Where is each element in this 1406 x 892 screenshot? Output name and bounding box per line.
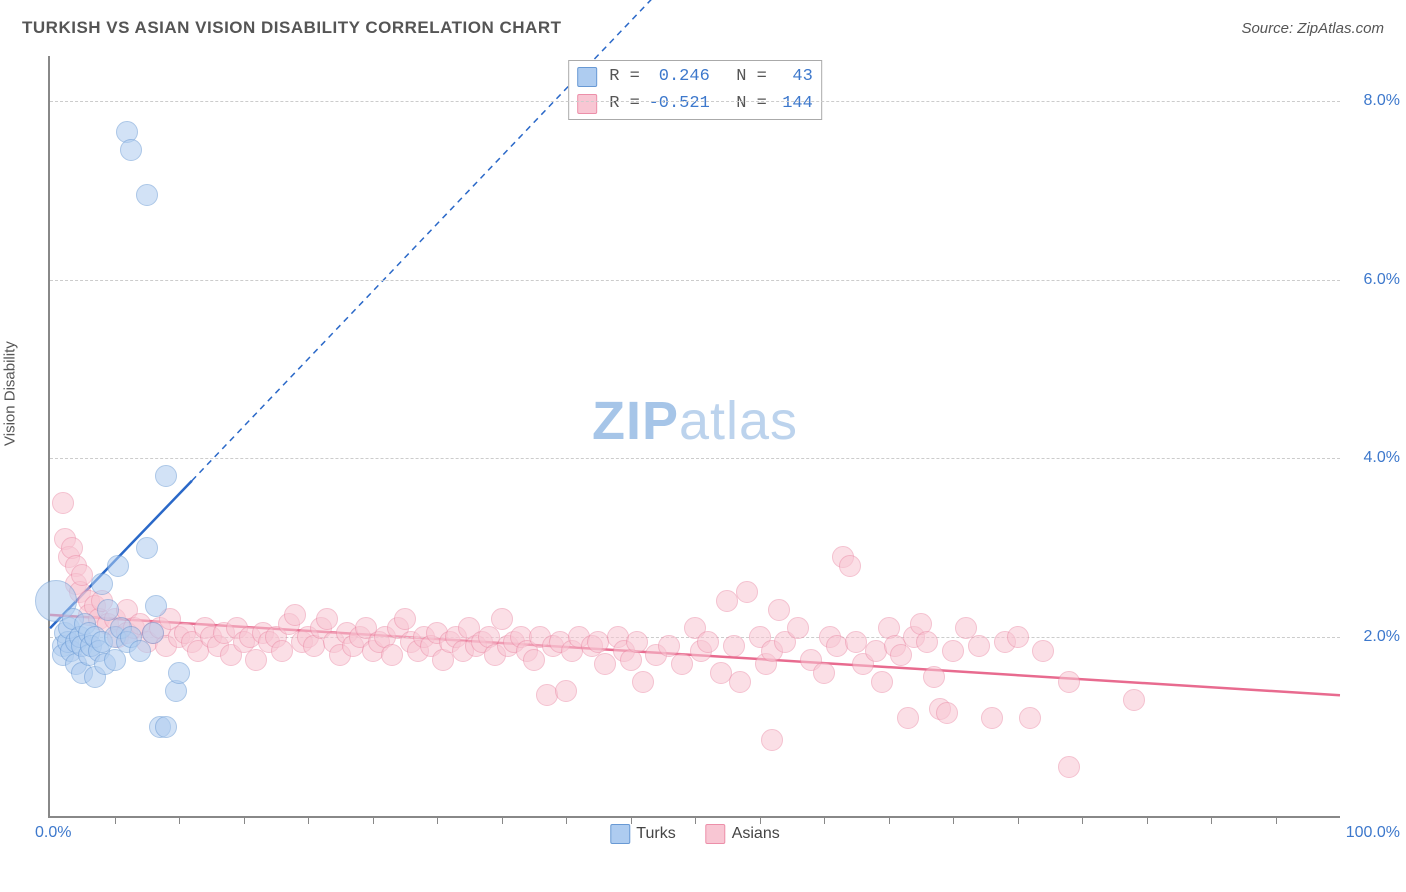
data-point-asians (1123, 689, 1145, 711)
data-point-asians (736, 581, 758, 603)
data-point-asians (813, 662, 835, 684)
x-tick (373, 816, 374, 824)
data-point-asians (890, 644, 912, 666)
data-point-asians (839, 555, 861, 577)
gridline-h (50, 101, 1340, 102)
x-tick (1276, 816, 1277, 824)
data-point-asians (491, 608, 513, 630)
data-point-asians (594, 653, 616, 675)
data-point-asians (723, 635, 745, 657)
data-point-asians (394, 608, 416, 630)
x-tick (566, 816, 567, 824)
legend-swatch (610, 824, 630, 844)
data-point-turks (155, 716, 177, 738)
data-point-asians (923, 666, 945, 688)
data-point-asians (245, 649, 267, 671)
x-tick (889, 816, 890, 824)
legend-item: Asians (706, 824, 780, 844)
data-point-asians (916, 631, 938, 653)
data-point-asians (626, 631, 648, 653)
x-tick (1082, 816, 1083, 824)
data-point-asians (1007, 626, 1029, 648)
stats-legend-box: R =0.246 N =43R =-0.521 N =144 (568, 60, 822, 120)
gridline-h (50, 280, 1340, 281)
data-point-asians (1058, 756, 1080, 778)
data-point-asians (1019, 707, 1041, 729)
data-point-turks (120, 139, 142, 161)
y-axis-label: Vision Disability (2, 341, 19, 446)
y-tick-label: 6.0% (1345, 271, 1400, 289)
x-tick (1211, 816, 1212, 824)
legend-swatch (577, 94, 597, 114)
data-point-asians (555, 680, 577, 702)
data-point-asians (316, 608, 338, 630)
data-point-turks (145, 595, 167, 617)
data-point-asians (52, 492, 74, 514)
data-point-asians (871, 671, 893, 693)
legend-swatch (706, 824, 726, 844)
data-point-asians (968, 635, 990, 657)
data-point-asians (787, 617, 809, 639)
x-tick (1147, 816, 1148, 824)
x-tick (179, 816, 180, 824)
data-point-turks (136, 537, 158, 559)
data-point-turks (107, 555, 129, 577)
data-point-asians (942, 640, 964, 662)
x-tick (437, 816, 438, 824)
legend-swatch (577, 67, 597, 87)
data-point-asians (768, 599, 790, 621)
chart-source: Source: ZipAtlas.com (1241, 20, 1384, 37)
data-point-asians (1058, 671, 1080, 693)
x-tick (953, 816, 954, 824)
data-point-asians (632, 671, 654, 693)
data-point-asians (729, 671, 751, 693)
data-point-asians (1032, 640, 1054, 662)
series-legend: Turks Asians (610, 824, 779, 844)
gridline-h (50, 458, 1340, 459)
y-tick-label: 8.0% (1345, 92, 1400, 110)
data-point-asians (523, 649, 545, 671)
data-point-turks (142, 622, 164, 644)
x-tick (760, 816, 761, 824)
data-point-asians (284, 604, 306, 626)
x-tick (1018, 816, 1019, 824)
data-point-asians (897, 707, 919, 729)
x-tick (502, 816, 503, 824)
stats-legend-row: R =0.246 N =43 (577, 63, 813, 90)
legend-item: Turks (610, 824, 675, 844)
x-tick (244, 816, 245, 824)
data-point-turks (155, 465, 177, 487)
y-tick-label: 2.0% (1345, 628, 1400, 646)
data-point-turks (136, 184, 158, 206)
data-point-asians (761, 729, 783, 751)
data-point-turks (168, 662, 190, 684)
x-tick (115, 816, 116, 824)
data-point-asians (697, 631, 719, 653)
chart-plot-area: ZIPatlas R =0.246 N =43R =-0.521 N =144 … (48, 56, 1340, 818)
data-point-asians (981, 707, 1003, 729)
y-tick-label: 4.0% (1345, 449, 1400, 467)
x-tick (824, 816, 825, 824)
chart-title: TURKISH VS ASIAN VISION DISABILITY CORRE… (22, 18, 562, 38)
data-point-turks (129, 640, 151, 662)
stats-legend-row: R =-0.521 N =144 (577, 90, 813, 117)
x-axis-end-label: 100.0% (1346, 824, 1400, 842)
x-tick (695, 816, 696, 824)
data-point-turks (91, 573, 113, 595)
data-point-turks (104, 649, 126, 671)
trend-lines-layer (50, 56, 1340, 816)
x-tick (308, 816, 309, 824)
data-point-asians (381, 644, 403, 666)
x-axis-origin-label: 0.0% (35, 824, 71, 842)
x-tick (631, 816, 632, 824)
data-point-asians (671, 653, 693, 675)
data-point-asians (936, 702, 958, 724)
